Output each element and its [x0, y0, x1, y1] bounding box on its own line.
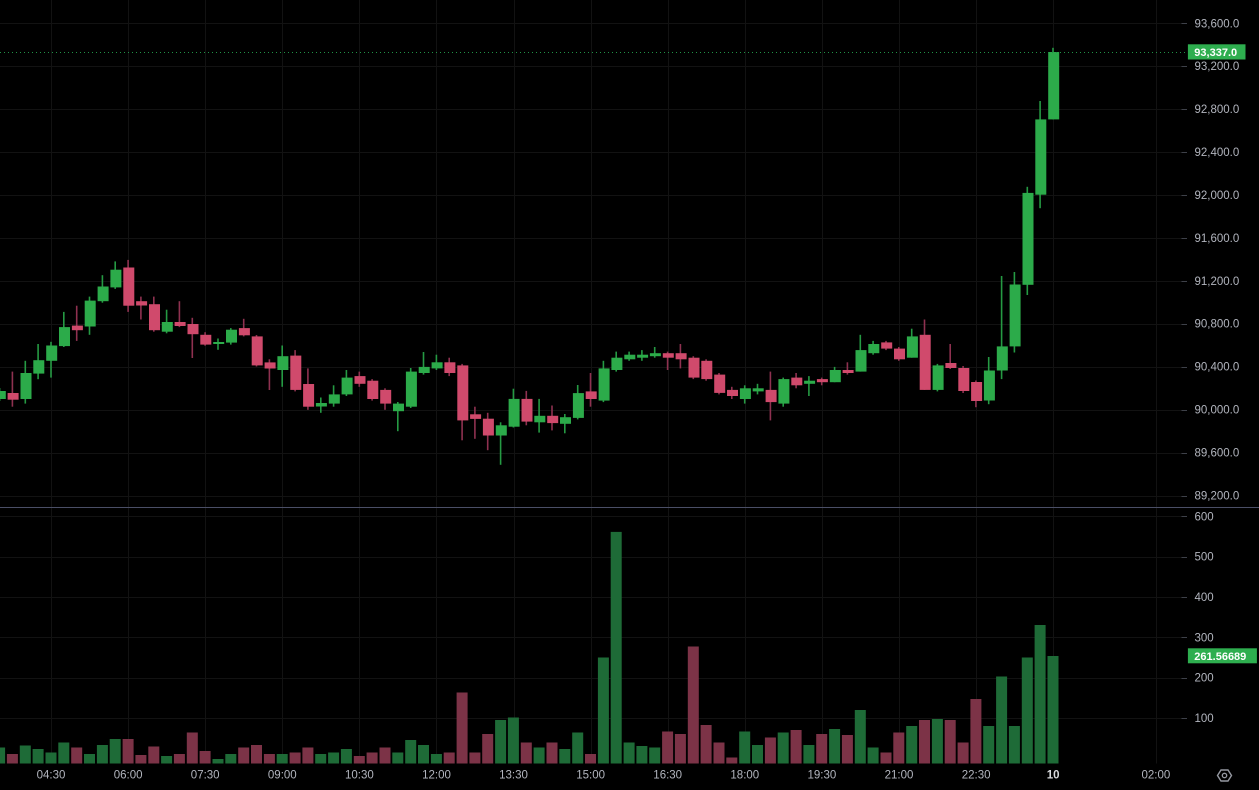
svg-text:10:30: 10:30	[345, 770, 374, 782]
svg-text:500: 500	[1195, 552, 1214, 564]
svg-text:100: 100	[1195, 713, 1214, 725]
svg-text:92,800.0: 92,800.0	[1195, 104, 1240, 116]
svg-text:04:30: 04:30	[37, 770, 66, 782]
svg-text:93,600.0: 93,600.0	[1195, 18, 1240, 30]
svg-text:12:00: 12:00	[422, 770, 451, 782]
svg-text:13:30: 13:30	[499, 770, 528, 782]
svg-text:91,200.0: 91,200.0	[1195, 276, 1240, 288]
svg-text:15:00: 15:00	[576, 770, 605, 782]
svg-text:92,000.0: 92,000.0	[1195, 190, 1240, 202]
svg-text:600: 600	[1195, 511, 1214, 523]
svg-text:22:30: 22:30	[962, 770, 991, 782]
svg-text:18:00: 18:00	[730, 770, 759, 782]
svg-text:89,200.0: 89,200.0	[1195, 490, 1240, 502]
svg-text:10: 10	[1047, 770, 1060, 782]
svg-text:91,600.0: 91,600.0	[1195, 233, 1240, 245]
svg-text:93,200.0: 93,200.0	[1195, 61, 1240, 73]
svg-text:92,400.0: 92,400.0	[1195, 147, 1240, 159]
svg-text:93,337.0: 93,337.0	[1194, 47, 1237, 59]
svg-text:07:30: 07:30	[191, 770, 220, 782]
svg-text:09:00: 09:00	[268, 770, 297, 782]
svg-text:06:00: 06:00	[114, 770, 143, 782]
svg-text:90,000.0: 90,000.0	[1195, 405, 1240, 417]
svg-text:02:00: 02:00	[1142, 770, 1171, 782]
svg-text:89,600.0: 89,600.0	[1195, 448, 1240, 460]
svg-text:300: 300	[1195, 632, 1214, 644]
svg-text:19:30: 19:30	[808, 770, 837, 782]
svg-text:261.56689: 261.56689	[1194, 651, 1246, 663]
svg-text:90,400.0: 90,400.0	[1195, 362, 1240, 374]
svg-text:200: 200	[1195, 673, 1214, 685]
svg-text:16:30: 16:30	[653, 770, 682, 782]
svg-text:400: 400	[1195, 592, 1214, 604]
svg-text:90,800.0: 90,800.0	[1195, 319, 1240, 331]
svg-text:21:00: 21:00	[885, 770, 914, 782]
